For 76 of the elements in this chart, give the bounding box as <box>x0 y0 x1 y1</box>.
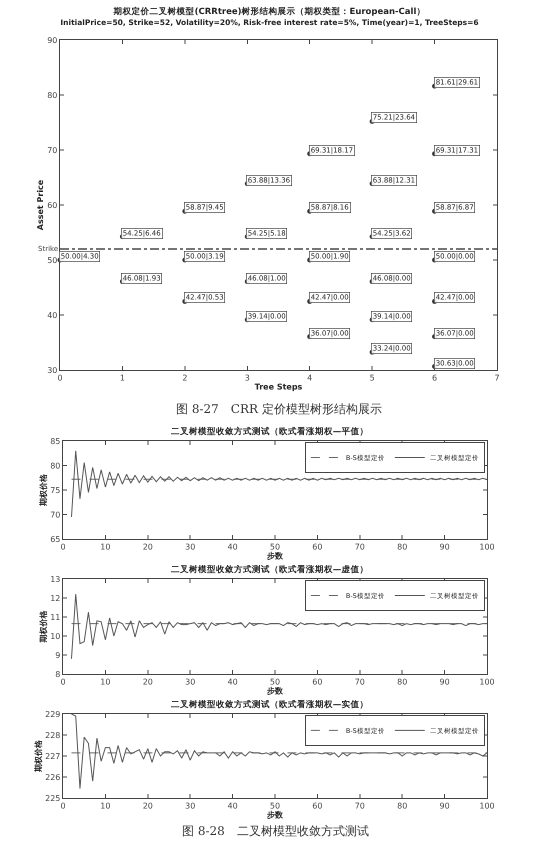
x-axis-title: 步数 <box>266 686 284 696</box>
x-tick-label: 60 <box>312 542 322 552</box>
y-tick-label: 11 <box>50 612 60 622</box>
x-tick-label: 50 <box>270 802 280 811</box>
y-tick-label: 70 <box>50 510 60 520</box>
y-tick-label: 8 <box>55 670 60 679</box>
x-tick-label: 90 <box>440 678 450 687</box>
y-tick-label: 75 <box>50 486 60 495</box>
y-tick-label: 85 <box>50 436 60 446</box>
x-tick-label: 50 <box>270 678 280 687</box>
x-tick-label: 80 <box>397 678 408 687</box>
x-tick-label: 80 <box>397 542 408 552</box>
x-tick-label: 90 <box>440 802 450 811</box>
x-tick-label: 40 <box>228 678 238 687</box>
x-tick-label: 90 <box>440 542 450 552</box>
x-tick-label: 0 <box>60 802 66 811</box>
x-tick-label: 30 <box>185 802 196 811</box>
x-tick-label: 2 <box>182 374 188 383</box>
x-tick-label: 5 <box>370 374 375 383</box>
y-tick-label: 10 <box>50 632 60 641</box>
x-tick-label: 80 <box>397 802 408 811</box>
y-tick-label: 65 <box>50 534 60 544</box>
y-tick-label: 13 <box>50 574 60 584</box>
x-tick-label: 20 <box>142 542 153 552</box>
y-axis-title: 期权价格 <box>34 739 43 773</box>
x-tick-label: 100 <box>479 678 495 687</box>
chart-title: 二叉树模型收敛方式测试（欧式看涨期权—平值） <box>170 426 368 437</box>
x-tick-label: 30 <box>185 542 196 552</box>
y-axis-title: 期权价格 <box>38 473 48 507</box>
x-tick-label: 0 <box>60 678 66 687</box>
x-tick-label: 4 <box>307 374 312 383</box>
x-tick-label: 30 <box>185 678 196 687</box>
x-tick-label: 100 <box>479 802 495 811</box>
y-tick-label: 226 <box>45 772 60 782</box>
caption: 图 8-27 CRR 定价模型树形结构展示 <box>176 402 382 416</box>
y-tick-label: 60 <box>47 200 58 210</box>
x-tick-label: 50 <box>270 542 280 552</box>
y-axis-title: 期权价格 <box>38 610 48 644</box>
y-tick-label: 225 <box>45 794 60 803</box>
x-tick-label: 7 <box>494 374 500 383</box>
x-tick-label: 20 <box>142 678 153 687</box>
x-tick-label: 1 <box>120 374 125 383</box>
y-tick-label: 9 <box>55 650 60 660</box>
x-tick-label: 70 <box>354 542 365 552</box>
y-tick-label: 70 <box>47 146 58 155</box>
x-tick-label: 10 <box>100 678 110 687</box>
y-axis-title: Asset Price <box>36 179 45 230</box>
x-axis-title: Tree Steps <box>254 382 303 392</box>
y-tick-label: 228 <box>45 730 60 740</box>
x-tick-label: 10 <box>100 802 110 811</box>
y-tick-label: 227 <box>45 752 60 761</box>
caption: 图 8-28 二叉树模型收敛方式测试 <box>182 824 369 838</box>
x-tick-label: 10 <box>100 542 110 552</box>
y-tick-label: 50 <box>47 256 58 265</box>
x-axis-title: 步数 <box>266 552 284 561</box>
x-tick-label: 70 <box>354 802 365 811</box>
x-axis-title: 步数 <box>266 810 284 820</box>
x-tick-label: 40 <box>228 802 238 811</box>
y-tick-label: 12 <box>50 594 60 603</box>
x-tick-label: 6 <box>432 374 438 383</box>
x-tick-label: 100 <box>479 542 495 552</box>
x-tick-label: 60 <box>312 678 322 687</box>
x-tick-label: 70 <box>354 678 365 687</box>
y-tick-label: 30 <box>47 366 58 375</box>
x-tick-label: 0 <box>60 542 66 552</box>
chart-title: 期权定价二叉树模型(CRRtree)树形结构展示（期权类型：European-Call） <box>112 6 426 17</box>
x-tick-label: 60 <box>312 802 322 811</box>
x-tick-label: 40 <box>228 542 238 552</box>
y-tick-label: 90 <box>47 36 58 45</box>
y-tick-label: 229 <box>45 710 60 719</box>
x-tick-label: 3 <box>244 374 250 383</box>
y-tick-label: 80 <box>50 461 60 470</box>
x-tick-label: 0 <box>57 374 63 383</box>
y-tick-label: 80 <box>47 90 58 100</box>
x-tick-label: 20 <box>142 802 153 811</box>
y-tick-label: 40 <box>47 310 58 320</box>
